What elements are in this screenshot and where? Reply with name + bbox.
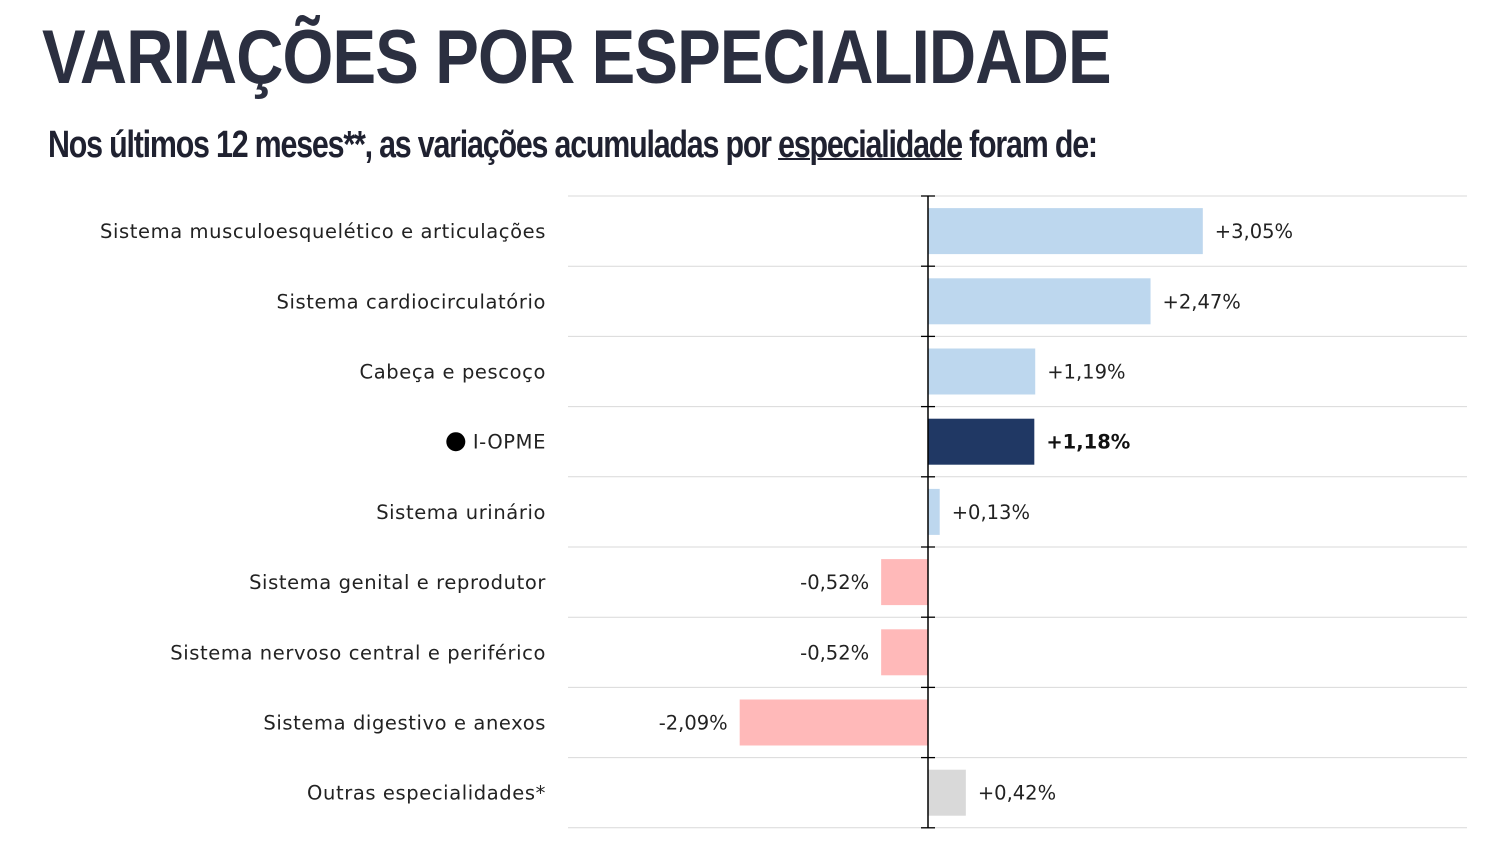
bar	[928, 348, 1036, 395]
category-label: Sistema nervoso central e periférico	[170, 641, 546, 664]
bar	[928, 769, 966, 816]
category-label: Cabeça e pescoço	[360, 361, 546, 384]
category-label: Sistema genital e reprodutor	[249, 571, 546, 594]
data-label: +1,18%	[1046, 431, 1130, 454]
category-label: Outras especialidades*	[307, 782, 546, 805]
bar	[928, 418, 1035, 465]
bar	[928, 208, 1203, 255]
page-subtitle: Nos últimos 12 meses**, as variações acu…	[48, 124, 1098, 167]
data-label: +2,47%	[1163, 290, 1241, 313]
data-label: +3,05%	[1215, 220, 1293, 243]
bar	[881, 629, 928, 676]
category-label: Sistema digestivo e anexos	[263, 712, 546, 735]
bar	[739, 699, 928, 746]
data-label: -0,52%	[800, 641, 869, 664]
data-label: +0,13%	[952, 501, 1030, 524]
subtitle-text-end: foram de:	[961, 124, 1098, 166]
highlight-dot-icon	[446, 432, 466, 452]
data-label: -2,09%	[659, 712, 728, 735]
category-label: Sistema urinário	[376, 501, 546, 524]
bar	[881, 559, 928, 606]
category-label: Sistema musculoesquelético e articulaçõe…	[100, 220, 546, 243]
bar	[928, 278, 1151, 325]
page-title: VARIAÇÕES POR ESPECIALIDADE	[42, 15, 1112, 100]
data-label: +1,19%	[1047, 361, 1125, 384]
bar	[928, 488, 940, 535]
data-label: -0,52%	[800, 571, 869, 594]
category-label: I-OPME	[473, 431, 546, 454]
subtitle-underlined: especialidade	[778, 124, 963, 166]
subtitle-text: Nos últimos 12 meses**, as variações acu…	[48, 124, 779, 166]
data-label: +0,42%	[978, 782, 1056, 805]
category-label: Sistema cardiocirculatório	[276, 290, 546, 313]
